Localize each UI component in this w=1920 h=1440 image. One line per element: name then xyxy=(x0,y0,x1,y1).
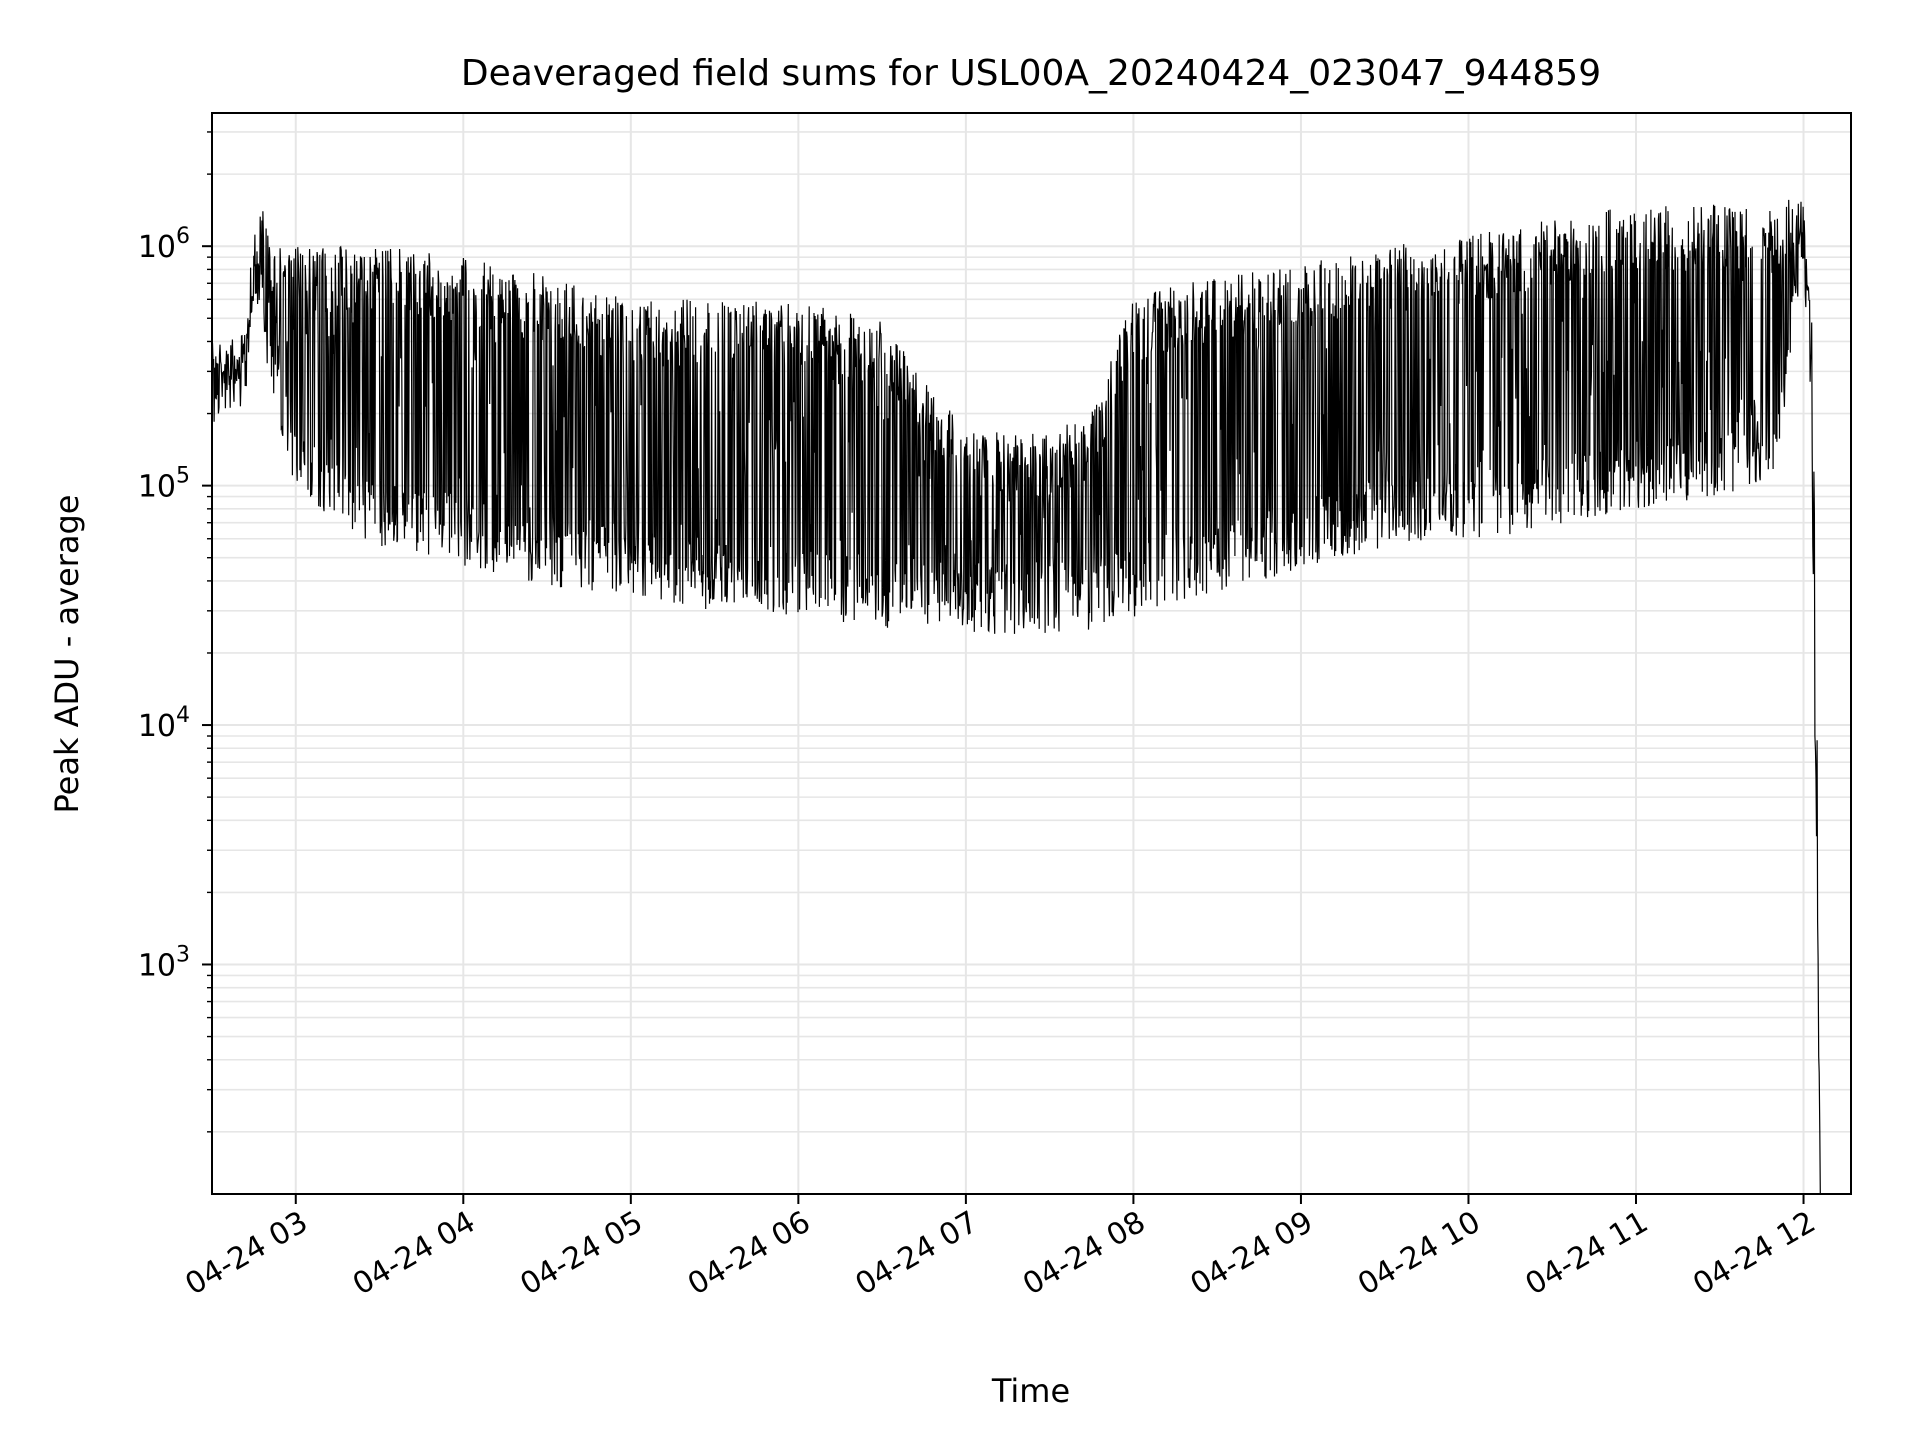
y-tick-label: 105 xyxy=(138,464,190,505)
x-axis-label: Time xyxy=(991,1372,1070,1410)
y-tick-label: 106 xyxy=(138,224,190,265)
y-tick-label: 104 xyxy=(138,703,190,744)
y-tick-label: 103 xyxy=(138,942,190,983)
series-layer xyxy=(211,199,1821,1195)
series-line xyxy=(211,199,1821,1195)
y-axis-label: Peak ADU - average xyxy=(48,495,86,814)
chart-title: Deaveraged field sums for USL00A_2024042… xyxy=(461,53,1601,94)
